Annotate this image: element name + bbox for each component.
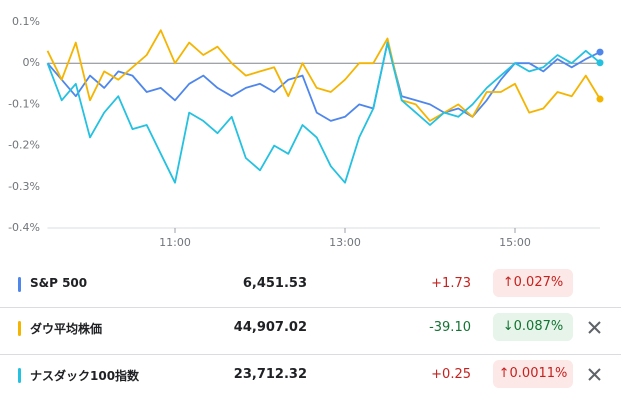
index-name: S&P 500 <box>30 276 88 290</box>
quote-row[interactable]: S&P 500 6,451.53 +1.73 ↑0.027% <box>0 263 621 307</box>
x-tick-label: 15:00 <box>499 236 531 249</box>
percent-change: ↑0.0011% <box>493 360 573 388</box>
series-line <box>46 41 601 184</box>
percent-change: ↓0.087% <box>493 313 573 341</box>
change: +0.25 <box>431 367 471 382</box>
end-dot <box>596 95 604 103</box>
end-dot <box>596 59 604 67</box>
end-dot <box>596 48 604 56</box>
quote-row[interactable]: ナスダック100指数 23,712.32 +0.25 ↑0.0011% <box>0 354 621 398</box>
change: -39.10 <box>429 320 471 335</box>
percent-change: ↑0.027% <box>493 269 573 297</box>
index-name: ダウ平均株価 <box>30 322 103 336</box>
y-tick-label: 0% <box>23 56 40 69</box>
chart: 0.1% 0% -0.1% -0.2% -0.3% -0.4% 11:00 13:00 15:0… <box>8 15 604 249</box>
series-line <box>46 41 601 122</box>
price: 44,907.02 <box>233 320 307 335</box>
series-line <box>46 29 601 122</box>
y-tick-label: -0.2% <box>8 139 40 152</box>
x-tick-label: 11:00 <box>159 236 191 249</box>
y-tick-label: -0.3% <box>8 180 40 193</box>
y-tick-label: -0.1% <box>8 97 40 110</box>
color-bar <box>18 277 21 292</box>
row-separator <box>0 307 621 308</box>
price: 23,712.32 <box>233 367 307 382</box>
color-bar <box>18 321 21 336</box>
close-icon[interactable] <box>586 317 604 339</box>
color-bar <box>18 368 21 383</box>
x-tick-label: 13:00 <box>329 236 361 249</box>
quote-row[interactable]: ダウ平均株価 44,907.02 -39.10 ↓0.087% <box>0 307 621 351</box>
index-name: ナスダック100指数 <box>30 369 140 383</box>
row-separator <box>0 354 621 355</box>
change: +1.73 <box>431 276 471 291</box>
y-tick-label: -0.4% <box>8 221 40 234</box>
remove-button[interactable] <box>586 364 604 386</box>
remove-button[interactable] <box>586 317 604 339</box>
price: 6,451.53 <box>242 276 307 291</box>
close-icon[interactable] <box>586 364 604 386</box>
y-tick-label: 0.1% <box>12 15 40 28</box>
